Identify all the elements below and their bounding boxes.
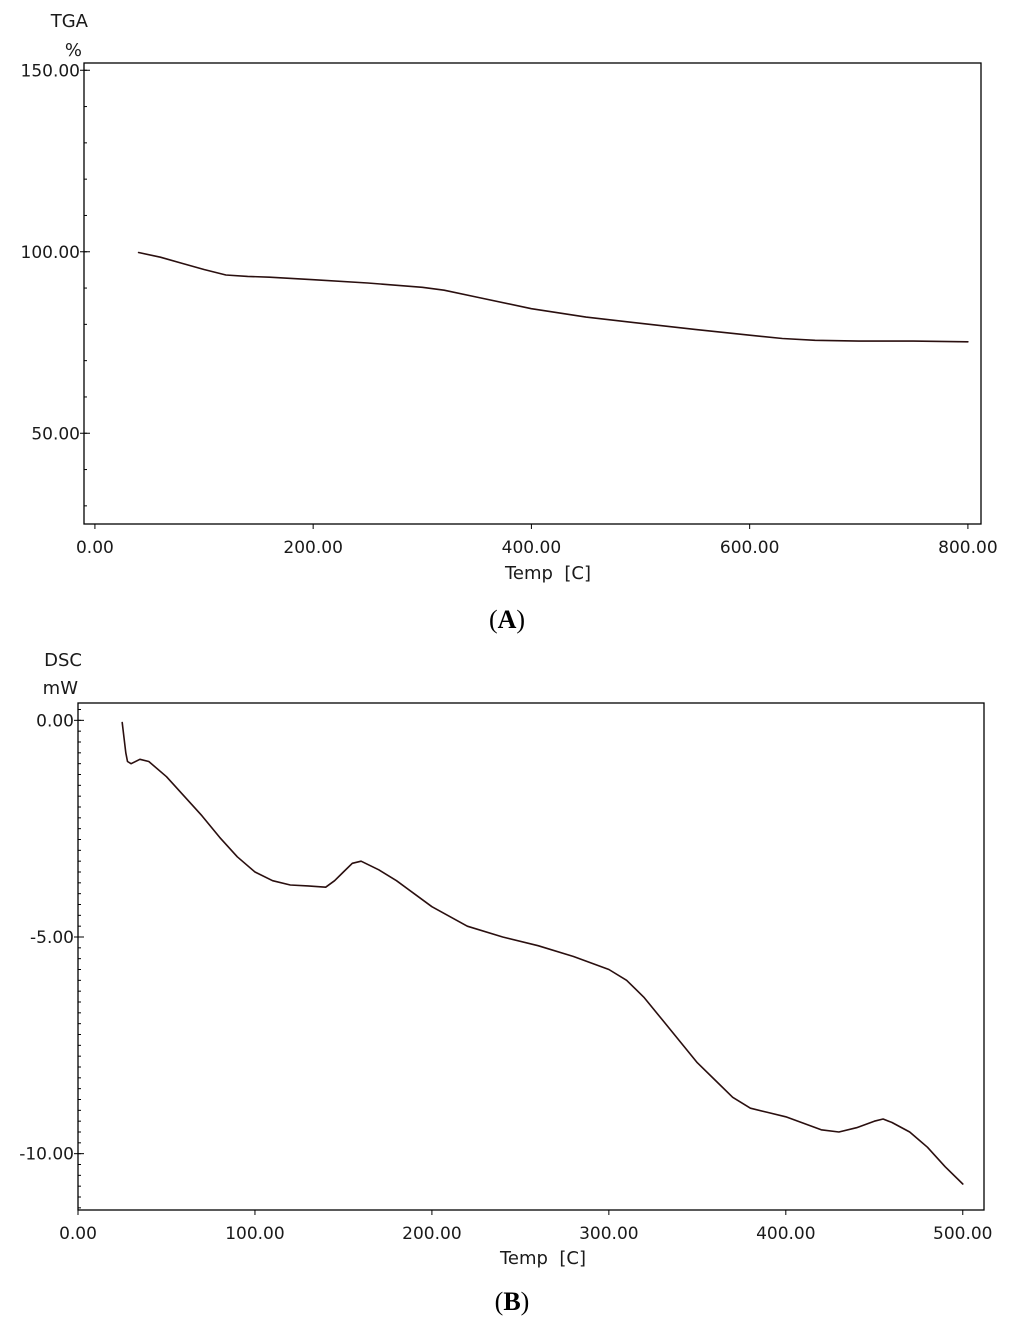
dsc-x-tick-label-5: 500.00 [933,1224,992,1244]
panel-label-b-letter: B [503,1287,520,1316]
dsc-x-tick-label-3: 300.00 [579,1224,638,1244]
dsc-plot-frame [77,702,985,1211]
tga-xlabel: Temp [C] [504,563,591,584]
dsc-y-ticks: 0.00 -5.00 -10.00 [19,711,84,1165]
dsc-y-tick-label-0: 0.00 [36,711,74,731]
tga-x-tick-label-2: 400.00 [502,538,561,558]
tga-ylabel-unit: % [65,40,82,61]
dsc-ylabel-unit: mW [43,678,79,699]
panel-label-a-letter: A [498,605,517,634]
tga-curve [137,251,969,343]
dsc-y-tick-label-1: -5.00 [30,928,74,948]
panel-label-a: (A) [489,605,525,634]
dsc-panel: DSC mW 0.00 100.00 200.00 300.00 400.00 500.0… [19,650,992,1316]
dsc-x-tick-label-0: 0.00 [59,1224,97,1244]
tga-x-tick-label-1: 200.00 [283,538,342,558]
tga-x-ticks: 0.00 200.00 400.00 600.00 800.00 [76,524,998,558]
tga-x-tick-label-4: 800.00 [938,538,997,558]
dsc-x-tick-label-4: 400.00 [756,1224,815,1244]
tga-ylabel: TGA [50,11,89,32]
dsc-ylabel: DSC [44,650,82,671]
dsc-x-tick-label-2: 200.00 [402,1224,461,1244]
dsc-xlabel: Temp [C] [499,1248,586,1269]
dsc-y-tick-label-2: -10.00 [19,1145,74,1165]
tga-y-tick-label-1: 100.00 [21,243,80,263]
tga-x-tick-label-0: 0.00 [76,538,114,558]
tga-panel: TGA % 0.00 200.00 400.00 600.00 800.00 150.0… [21,11,998,634]
tga-y-ticks: 150.00 100.00 50.00 [21,61,90,444]
tga-plot-frame [83,62,982,525]
tga-x-tick-label-3: 600.00 [720,538,779,558]
dsc-x-tick-label-1: 100.00 [225,1224,284,1244]
dsc-curve [121,721,964,1185]
tga-y-tick-label-2: 50.00 [31,424,80,444]
dsc-x-ticks: 0.00 100.00 200.00 300.00 400.00 500.00 [59,1210,993,1244]
panel-label-b: (B) [495,1287,530,1316]
tga-y-tick-label-0: 150.00 [21,61,80,81]
